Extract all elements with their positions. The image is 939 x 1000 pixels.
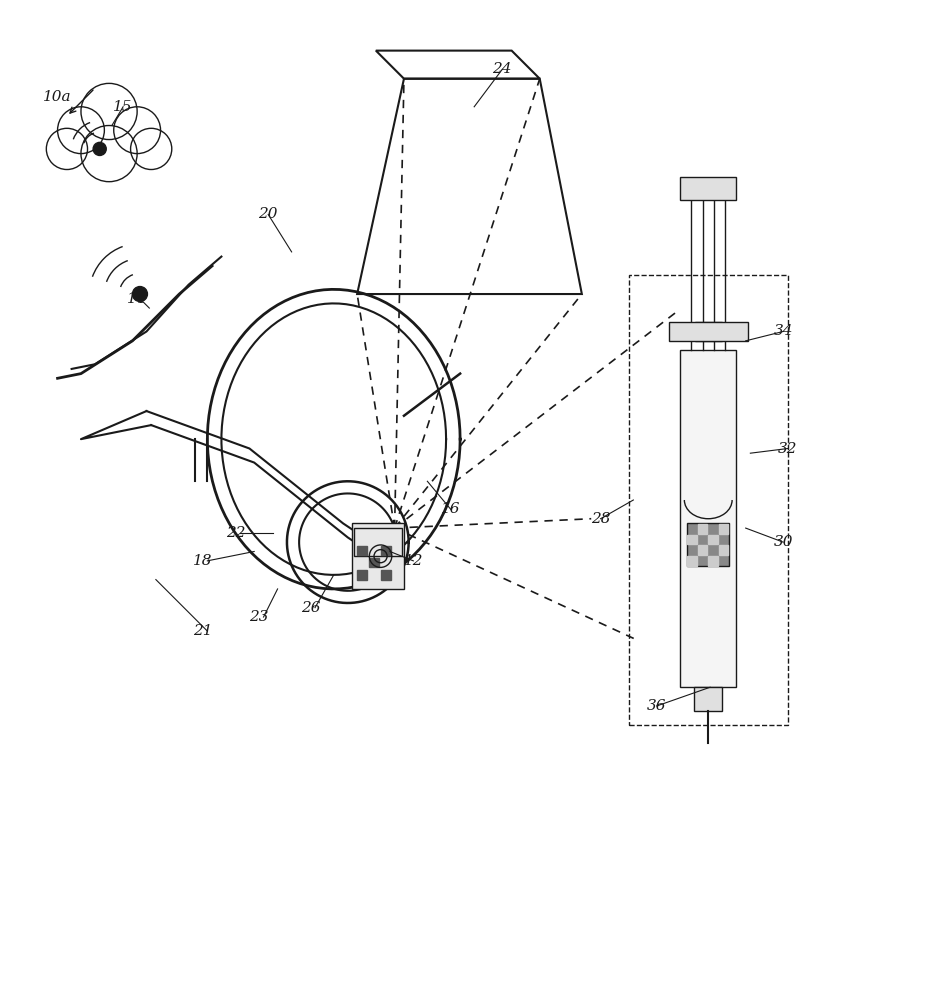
Text: 23: 23 bbox=[249, 610, 269, 624]
Bar bbox=[694, 687, 722, 711]
Circle shape bbox=[93, 142, 106, 155]
Text: 14: 14 bbox=[128, 292, 146, 306]
Text: 20: 20 bbox=[258, 207, 278, 221]
Bar bbox=[357, 570, 366, 580]
Text: 26: 26 bbox=[300, 601, 320, 615]
Text: 32: 32 bbox=[778, 442, 797, 456]
Text: 30: 30 bbox=[774, 535, 793, 549]
Bar bbox=[680, 177, 736, 200]
Bar bbox=[695, 322, 722, 341]
Bar bbox=[718, 524, 729, 534]
Text: 34: 34 bbox=[774, 324, 793, 338]
Text: 10a: 10a bbox=[43, 90, 72, 104]
FancyBboxPatch shape bbox=[352, 523, 404, 589]
Bar bbox=[698, 524, 707, 534]
Bar bbox=[718, 545, 729, 555]
Bar bbox=[687, 535, 697, 544]
Text: 12: 12 bbox=[404, 554, 423, 568]
Bar bbox=[369, 558, 378, 567]
Bar bbox=[708, 535, 717, 544]
Text: 22: 22 bbox=[225, 526, 245, 540]
Bar bbox=[669, 322, 747, 341]
Text: 36: 36 bbox=[647, 699, 667, 713]
Bar bbox=[708, 556, 717, 566]
Bar bbox=[698, 545, 707, 555]
Bar bbox=[687, 556, 697, 566]
Bar bbox=[628, 275, 788, 725]
Text: 16: 16 bbox=[441, 502, 460, 516]
Text: 18: 18 bbox=[192, 554, 212, 568]
Text: 24: 24 bbox=[493, 62, 512, 76]
Bar bbox=[381, 546, 391, 555]
Circle shape bbox=[132, 287, 147, 302]
Text: 15: 15 bbox=[114, 100, 132, 114]
Bar bbox=[687, 523, 730, 566]
Bar bbox=[357, 546, 366, 555]
Bar bbox=[381, 570, 391, 580]
Bar bbox=[680, 350, 736, 687]
Text: 21: 21 bbox=[192, 624, 212, 638]
Text: 28: 28 bbox=[591, 512, 610, 526]
